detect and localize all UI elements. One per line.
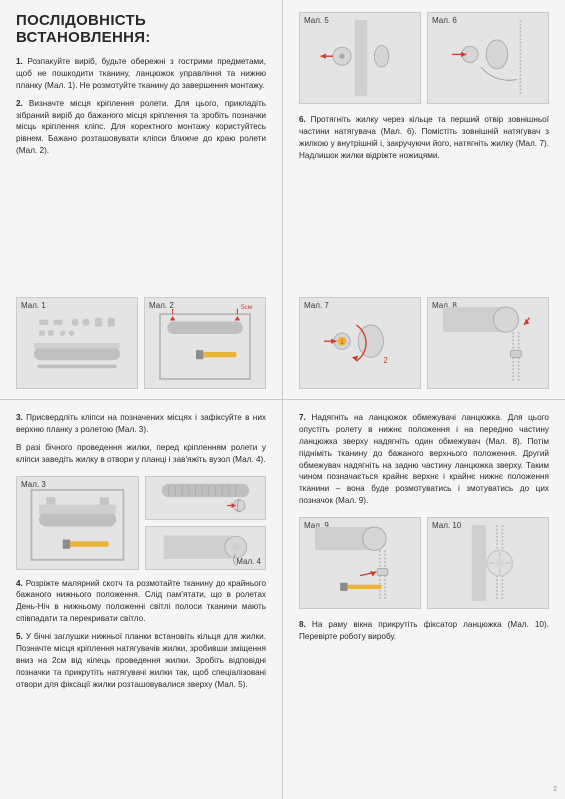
fig-4-top <box>145 476 266 520</box>
fig-4-bottom: Мал. 4 <box>145 526 266 570</box>
fig-2: Мал. 2 5см <box>144 297 266 389</box>
fig-5: Мал. 5 <box>299 12 421 104</box>
step-2: 2. Визначте місця кріплення ролети. Для … <box>16 98 266 157</box>
fig8-svg <box>428 298 548 388</box>
svg-text:1: 1 <box>340 339 344 346</box>
svg-text:2: 2 <box>383 356 388 365</box>
row-2: 3. Присвердліть кліпси на позначених міс… <box>0 400 565 799</box>
fig-7: Мал. 7 1 2 <box>299 297 421 389</box>
fig9-svg <box>300 518 420 608</box>
fig10-svg <box>428 518 548 608</box>
cell-top-right: Мал. 5 Мал. 6 <box>283 0 565 399</box>
fig-6: Мал. 6 <box>427 12 549 104</box>
instruction-page: ПОСЛІДОВНІСТЬ ВСТАНОВЛЕННЯ: 1. Розпакуйт… <box>0 0 565 799</box>
fig-8: Мал. 8 <box>427 297 549 389</box>
fig-1: Мал. 1 <box>16 297 138 389</box>
svg-text:5см: 5см <box>241 304 252 311</box>
fig1-svg <box>17 298 137 388</box>
step-7: 7. Надягніть на ланцюжок обмежувачі ланц… <box>299 412 549 507</box>
step-6: 6. Протягніть жилку через кільце та перш… <box>299 114 549 162</box>
fig5-svg <box>300 13 420 103</box>
step-4: 4. Розріжте малярний скотч та розмотайте… <box>16 578 266 626</box>
step-3a: 3. Присвердліть кліпси на позначених міс… <box>16 412 266 436</box>
page-number: 2 <box>553 786 557 793</box>
cell-top-left: ПОСЛІДОВНІСТЬ ВСТАНОВЛЕННЯ: 1. Розпакуйт… <box>0 0 282 399</box>
fig-row-7-8: Мал. 7 1 2 Мал. 8 <box>299 297 549 389</box>
fig-row-5-6: Мал. 5 Мал. 6 <box>299 12 549 104</box>
fig4a-svg <box>146 477 265 519</box>
fig-10: Мал. 10 <box>427 517 549 609</box>
fig-col-4: Мал. 4 <box>145 476 266 570</box>
step-1: 1. Розпакуйте виріб, будьте обережні з г… <box>16 56 266 92</box>
fig-row-3-4: Мал. 3 <box>16 476 266 570</box>
step-3b: В разі бічного проведення жилки, перед к… <box>16 442 266 466</box>
fig6-svg <box>428 13 548 103</box>
fig-row-1-2: Мал. 1 <box>16 297 266 389</box>
cell-bottom-right: 7. Надягніть на ланцюжок обмежувачі ланц… <box>283 400 565 799</box>
row-1: ПОСЛІДОВНІСТЬ ВСТАНОВЛЕННЯ: 1. Розпакуйт… <box>0 0 565 399</box>
step-5: 5. У бічні заглушки нижньої планки встан… <box>16 631 266 690</box>
fig-3: Мал. 3 <box>16 476 139 570</box>
page-title: ПОСЛІДОВНІСТЬ ВСТАНОВЛЕННЯ: <box>16 12 266 46</box>
fig2-svg: 5см <box>145 298 265 388</box>
fig7-svg: 1 2 <box>300 298 420 388</box>
fig-9: Мал. 9 <box>299 517 421 609</box>
cell-bottom-left: 3. Присвердліть кліпси на позначених міс… <box>0 400 282 799</box>
fig3-svg <box>17 477 138 569</box>
fig-row-9-10: Мал. 9 Мал. 10 <box>299 517 549 609</box>
fig4b-svg <box>146 527 265 569</box>
step-8: 8. На раму вікна прикрутіть фіксатор лан… <box>299 619 549 643</box>
